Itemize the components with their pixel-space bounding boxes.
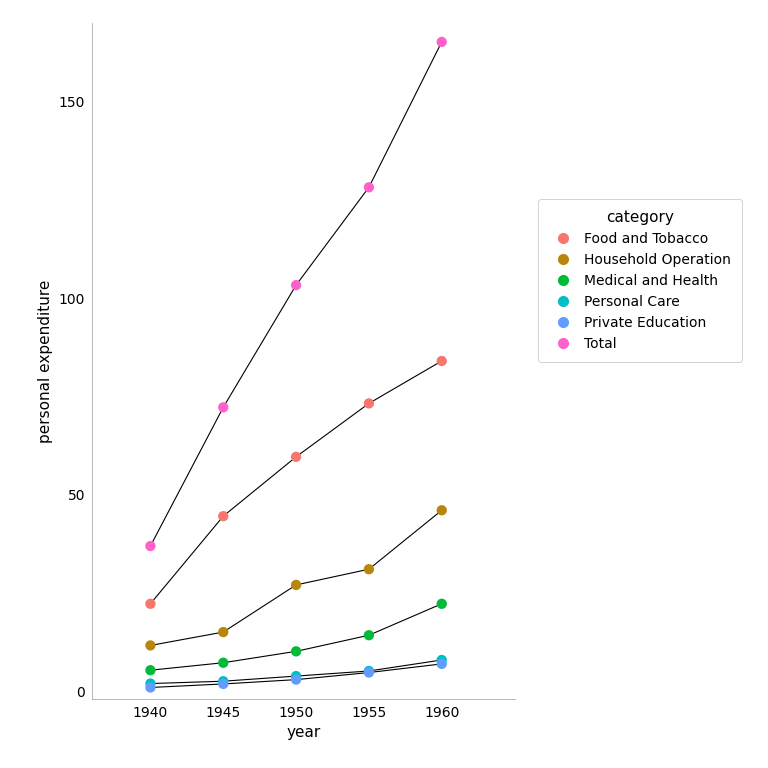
Personal Care [217, 675, 230, 687]
Private Education [217, 678, 230, 690]
Medical and Health [362, 629, 375, 641]
Y-axis label: personal expenditure: personal expenditure [38, 280, 53, 442]
Household Operation [435, 504, 448, 516]
Total [144, 540, 157, 552]
Private Education [144, 681, 157, 694]
Food and Tobacco [435, 355, 448, 367]
Food and Tobacco [144, 598, 157, 610]
Personal Care [144, 677, 157, 690]
Household Operation [290, 579, 303, 591]
Total [435, 36, 448, 48]
Food and Tobacco [362, 397, 375, 409]
Household Operation [217, 626, 230, 638]
X-axis label: year: year [286, 726, 320, 740]
Legend: Food and Tobacco, Household Operation, Medical and Health, Personal Care, Privat: Food and Tobacco, Household Operation, M… [538, 199, 742, 362]
Total [217, 401, 230, 413]
Personal Care [362, 665, 375, 677]
Total [290, 279, 303, 291]
Private Education [290, 674, 303, 686]
Household Operation [362, 563, 375, 575]
Total [362, 181, 375, 194]
Medical and Health [217, 657, 230, 669]
Personal Care [435, 654, 448, 666]
Personal Care [290, 670, 303, 682]
Household Operation [144, 639, 157, 651]
Medical and Health [290, 645, 303, 657]
Medical and Health [144, 664, 157, 677]
Private Education [362, 667, 375, 679]
Medical and Health [435, 598, 448, 610]
Food and Tobacco [217, 510, 230, 522]
Private Education [435, 657, 448, 670]
Food and Tobacco [290, 451, 303, 463]
